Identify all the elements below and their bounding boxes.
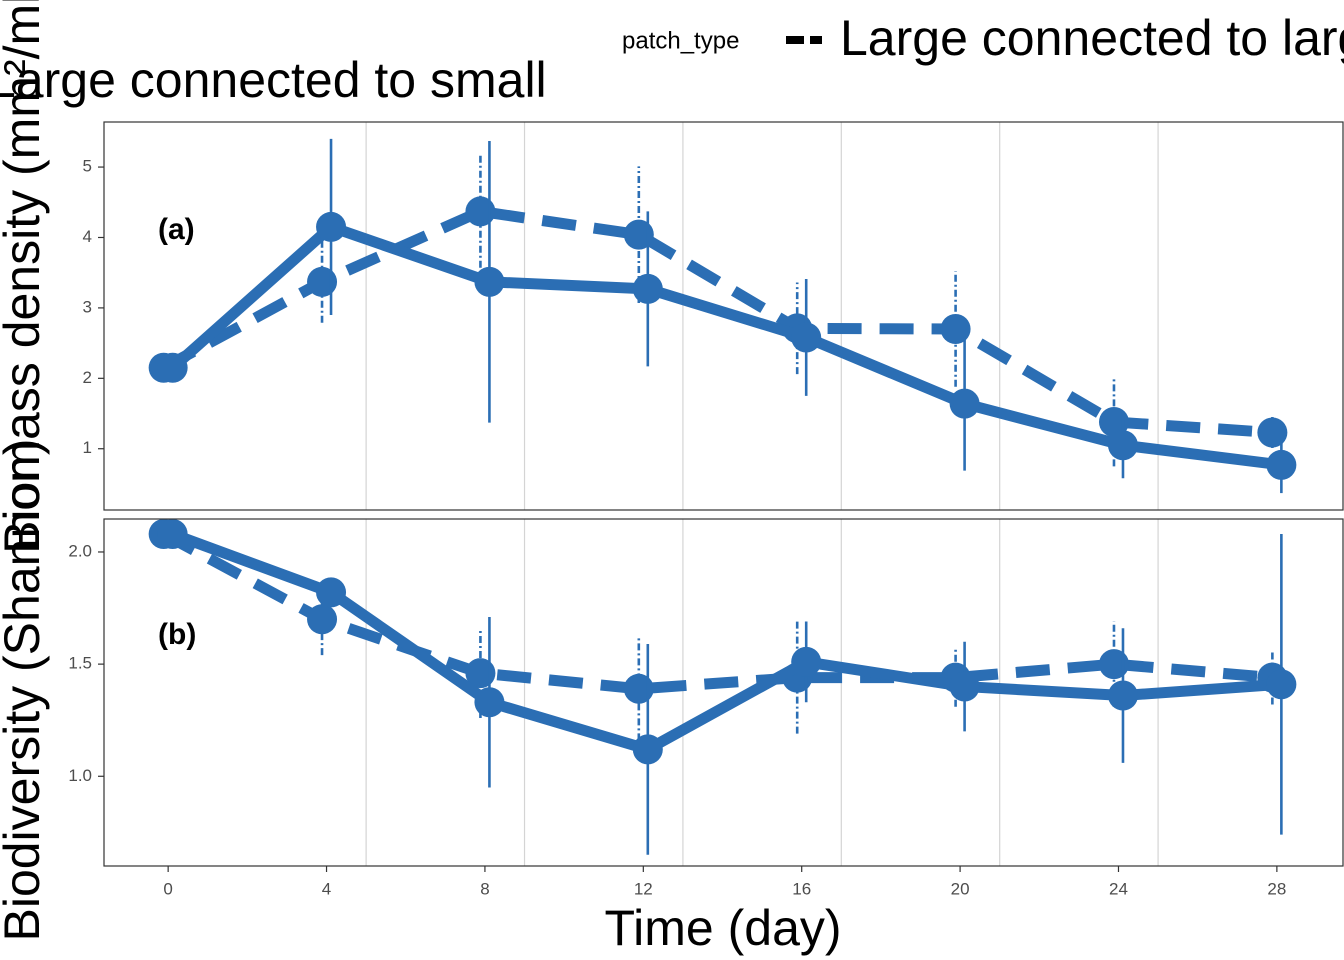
point — [623, 673, 654, 704]
point — [1257, 417, 1288, 448]
y-tick-label: 1 — [83, 438, 92, 457]
x-tick-label: 0 — [163, 879, 172, 898]
point — [940, 314, 971, 345]
line — [161, 205, 1273, 439]
y-tick-label: 3 — [83, 297, 92, 316]
panel-label: (b) — [158, 618, 196, 651]
point — [1266, 669, 1297, 700]
point — [316, 577, 347, 608]
y-tick-label: 2 — [83, 368, 92, 387]
point — [316, 211, 347, 242]
x-tick-label: 20 — [951, 879, 970, 898]
point — [474, 687, 505, 718]
x-tick-label: 24 — [1109, 879, 1128, 898]
point — [1266, 449, 1297, 480]
point — [1107, 680, 1138, 711]
legend-label: Large connected to small — [0, 52, 547, 108]
series — [157, 138, 1297, 494]
point — [632, 273, 663, 304]
point — [791, 646, 822, 677]
point — [791, 322, 822, 353]
panel-border — [103, 121, 1344, 511]
point — [1098, 406, 1129, 437]
point — [474, 266, 505, 297]
x-axis-title: Time (day) — [604, 900, 841, 956]
panel-label: (a) — [158, 213, 195, 246]
point — [307, 266, 338, 297]
y-tick-label: 2.0 — [68, 541, 92, 560]
y-axis-title: Biomass density (mm²/ml) — [0, 0, 50, 554]
y-tick-label: 5 — [83, 157, 92, 176]
x-tick-label: 16 — [792, 879, 811, 898]
line — [168, 221, 1283, 471]
point — [1107, 430, 1138, 461]
point — [623, 219, 654, 250]
y-tick-label: 1.0 — [68, 766, 92, 785]
point — [465, 658, 496, 689]
line — [161, 529, 1273, 695]
point — [157, 519, 188, 550]
legend-label: Large connected to large — [840, 10, 1344, 66]
x-tick-label: 8 — [480, 879, 489, 898]
y-axis-title: Biodiversity (Shannon) — [0, 438, 50, 941]
panel-border — [103, 518, 1344, 867]
line — [170, 528, 1282, 755]
point — [949, 671, 980, 702]
y-tick-label: 1.5 — [68, 654, 92, 673]
point — [307, 604, 338, 635]
x-tick-label: 28 — [1267, 879, 1286, 898]
point — [632, 734, 663, 765]
legend-title: patch_type — [622, 27, 739, 54]
point — [949, 388, 980, 419]
series — [157, 519, 1297, 855]
x-tick-label: 4 — [322, 879, 331, 898]
point — [157, 352, 188, 383]
point — [1098, 649, 1129, 680]
x-tick-label: 12 — [634, 879, 653, 898]
point — [465, 196, 496, 227]
y-tick-label: 4 — [83, 227, 92, 246]
